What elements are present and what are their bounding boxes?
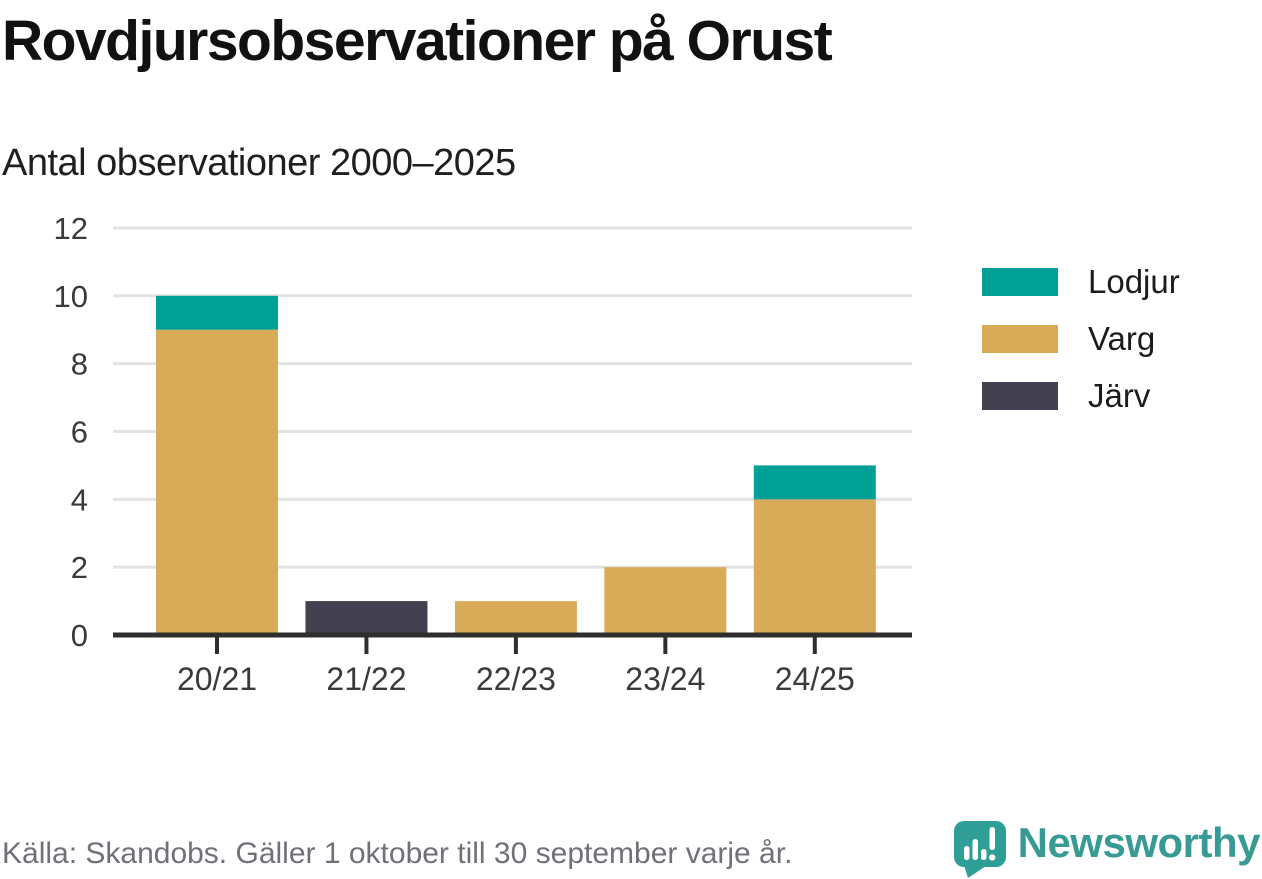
svg-text:6: 6 xyxy=(71,414,88,449)
svg-text:0: 0 xyxy=(71,618,88,653)
newsworthy-bubble-chart-icon xyxy=(953,821,1006,878)
newsworthy-wordmark: Newsworthy xyxy=(1017,818,1261,866)
legend-swatch-varg xyxy=(982,325,1058,353)
legend-item-varg: Varg xyxy=(982,320,1180,357)
svg-text:8: 8 xyxy=(71,347,88,382)
svg-text:12: 12 xyxy=(54,211,88,246)
svg-text:10: 10 xyxy=(54,279,88,314)
newsworthy-logo: Newsworthy xyxy=(952,818,1261,878)
svg-text:21/22: 21/22 xyxy=(326,661,406,697)
legend-label-varg: Varg xyxy=(1088,320,1156,357)
legend-item-lodjur: Lodjur xyxy=(982,263,1180,300)
legend-swatch-jarv xyxy=(982,382,1058,410)
svg-text:2: 2 xyxy=(71,550,88,585)
footer: Källa: Skandobs. Gäller 1 oktober till 3… xyxy=(2,805,1261,879)
svg-text:23/24: 23/24 xyxy=(625,661,705,697)
chart-title: Rovdjursobservationer på Orust xyxy=(2,9,833,73)
legend-item-jarv: Järv xyxy=(982,377,1180,414)
svg-text:22/23: 22/23 xyxy=(476,661,556,697)
svg-text:4: 4 xyxy=(71,482,88,517)
svg-text:20/21: 20/21 xyxy=(177,661,257,697)
chart-subtitle: Antal observationer 2000–2025 xyxy=(2,142,516,184)
stacked-bar-chart: 0 2 4 6 8 10 12 20/21 21/22 22/23 23/24 24/25 xyxy=(54,211,912,697)
legend-label-jarv: Järv xyxy=(1088,377,1151,414)
legend: Lodjur Varg Järv xyxy=(982,263,1180,439)
svg-text:24/25: 24/25 xyxy=(775,661,855,697)
legend-swatch-lodjur xyxy=(982,268,1058,296)
source-text: Källa: Skandobs. Gäller 1 oktober till 3… xyxy=(2,837,793,870)
legend-label-lodjur: Lodjur xyxy=(1088,263,1180,300)
